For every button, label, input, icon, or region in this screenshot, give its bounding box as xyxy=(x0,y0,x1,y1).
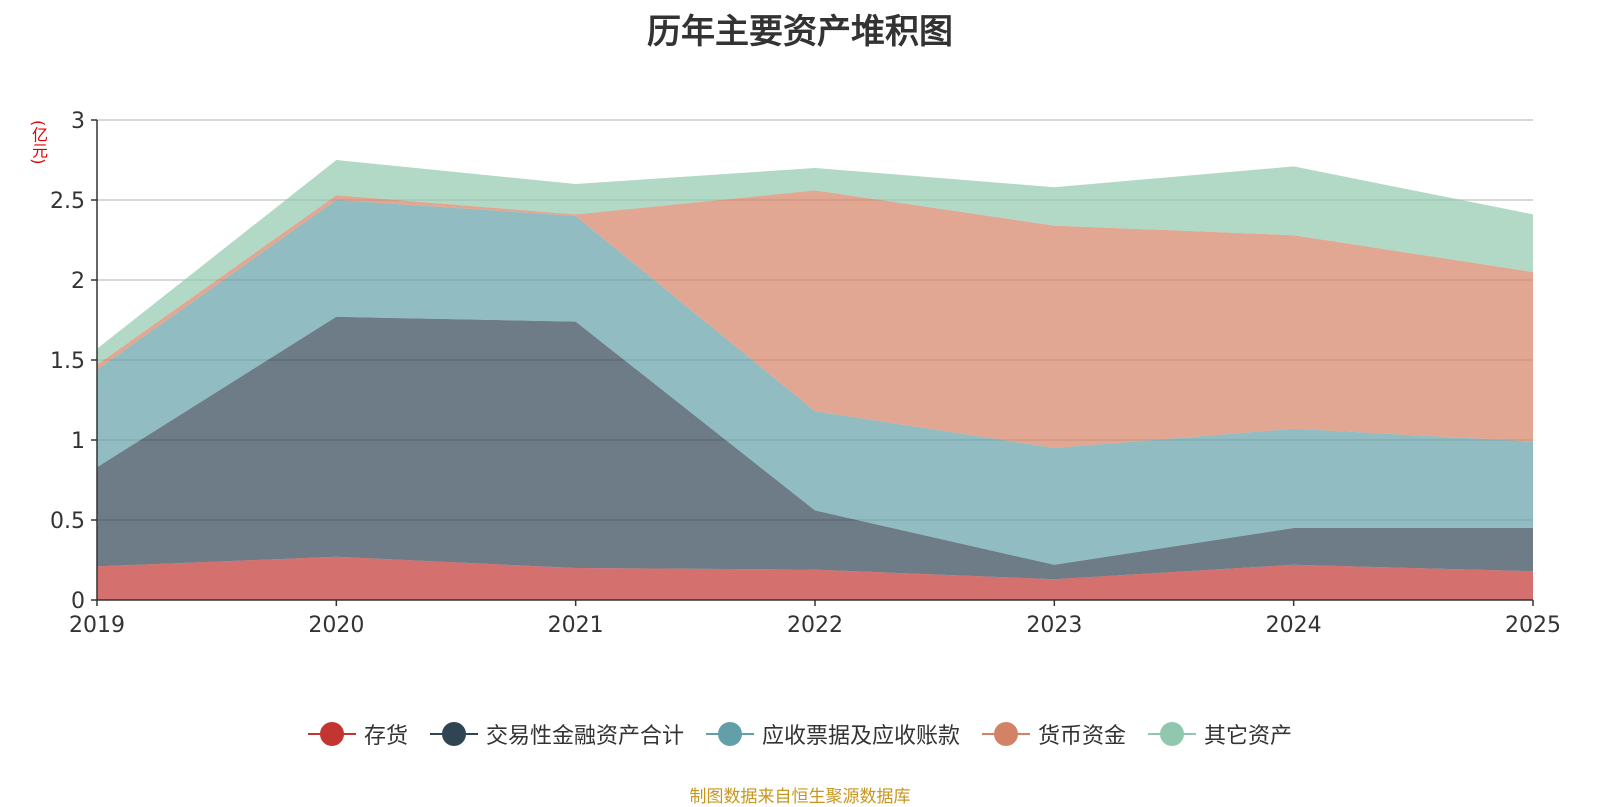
y-axis-unit: (亿元) xyxy=(29,120,48,165)
axes: 0 0.5 1 1.5 2 2.5 3 2019 2020 2021 2022 2023 2024 202… xyxy=(50,109,1561,638)
y-tick-label: 0.5 xyxy=(50,509,85,534)
source-note: 制图数据来自恒生聚源数据库 xyxy=(689,787,911,807)
x-tick-label: 2021 xyxy=(548,613,604,638)
legend-item[interactable]: 应收票据及应收账款 xyxy=(705,718,960,750)
y-tick-label: 2 xyxy=(71,269,85,294)
legend-item[interactable]: 货币资金 xyxy=(982,718,1126,750)
legend-marker-icon xyxy=(982,722,1030,746)
y-tick-label: 0 xyxy=(71,589,85,614)
x-tick-label: 2025 xyxy=(1505,613,1561,638)
chart-title: 历年主要资产堆积图 xyxy=(647,12,953,52)
legend: 存货 交易性金融资产合计 应收票据及应收账款 货币资金 其它资产 xyxy=(0,718,1600,750)
y-tick-label: 2.5 xyxy=(50,189,85,214)
area-series-0 xyxy=(97,556,1533,600)
x-tick-label: 2020 xyxy=(308,613,364,638)
y-tick-label: 1 xyxy=(71,429,85,454)
area-series-1 xyxy=(97,316,1533,580)
legend-marker-icon xyxy=(705,722,754,746)
x-tick-label: 2024 xyxy=(1266,613,1322,638)
y-tick-label: 1.5 xyxy=(50,349,85,374)
area-series-2 xyxy=(97,200,1533,565)
x-tick-label: 2019 xyxy=(69,613,125,638)
legend-marker-icon xyxy=(429,722,478,746)
legend-item[interactable]: 交易性金融资产合计 xyxy=(429,718,684,750)
x-tick-label: 2023 xyxy=(1026,613,1082,638)
legend-item[interactable]: 其它资产 xyxy=(1148,718,1292,750)
x-tick-label: 2022 xyxy=(787,613,843,638)
legend-label: 交易性金融资产合计 xyxy=(485,724,684,749)
y-tick-label: 3 xyxy=(71,109,85,134)
area-series xyxy=(97,160,1533,600)
legend-label: 应收票据及应收账款 xyxy=(761,724,960,749)
legend-label: 存货 xyxy=(363,724,408,749)
legend-label: 其它资产 xyxy=(1204,724,1293,749)
legend-item[interactable]: 存货 xyxy=(307,718,408,750)
area-series-3 xyxy=(97,190,1533,448)
legend-marker-icon xyxy=(307,722,356,746)
legend-label: 货币资金 xyxy=(1038,724,1127,749)
legend-marker-icon xyxy=(1148,722,1197,746)
area-series-4 xyxy=(97,160,1533,365)
